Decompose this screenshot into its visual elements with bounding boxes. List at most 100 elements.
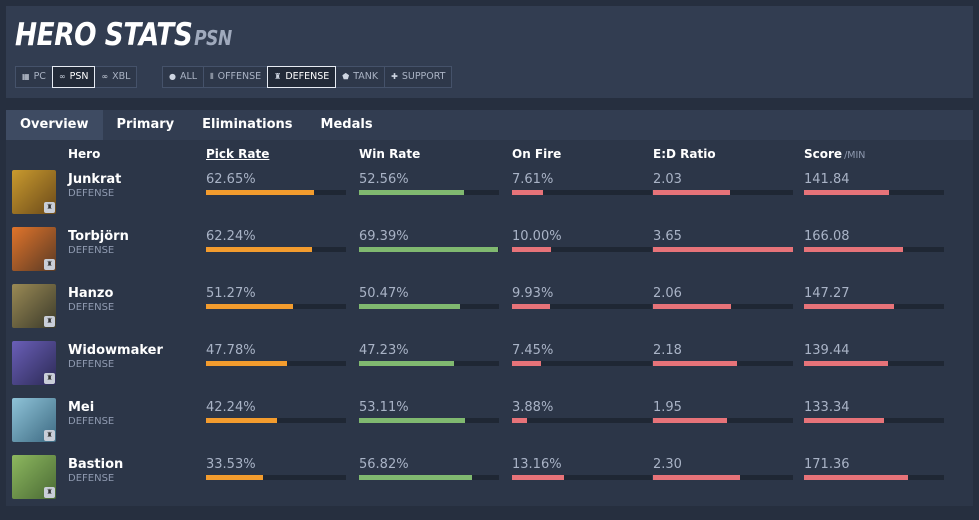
hero-name[interactable]: Junkrat (68, 172, 122, 187)
win-rate-bar-track (359, 361, 499, 366)
column-header-hero[interactable]: Hero (68, 147, 101, 161)
ed-ratio-bar-fill (653, 247, 793, 252)
table-row[interactable]: ♜ Widowmaker DEFENSE 47.78% 47.23% 7.45% 2.18 1… (6, 341, 973, 398)
pick-rate-cell: 62.65% (206, 170, 346, 210)
tab-primary[interactable]: Primary (116, 117, 175, 132)
filter-support[interactable]: ✚ SUPPORT (384, 66, 453, 88)
win-rate-value: 69.39% (359, 229, 409, 244)
filter-defense[interactable]: ♜ DEFENSE (267, 66, 337, 88)
on-fire-bar-track (512, 190, 652, 195)
filter-label: ALL (179, 71, 198, 82)
hero-name[interactable]: Bastion (68, 457, 124, 472)
filter-xbl[interactable]: ∞ XBL (94, 66, 138, 88)
win-rate-bar-fill (359, 418, 465, 423)
on-fire-cell: 3.88% (512, 398, 652, 438)
column-header-ed-ratio[interactable]: E:D Ratio (653, 147, 716, 161)
filter-psn[interactable]: ∞ PSN (51, 66, 96, 88)
table-row[interactable]: ♜ Mei DEFENSE 42.24% 53.11% 3.88% 1.95 133.34 (6, 398, 973, 455)
pick-rate-bar-track (206, 418, 346, 423)
on-fire-bar-track (512, 475, 652, 480)
ed-ratio-cell: 2.03 (653, 170, 793, 210)
on-fire-bar-track (512, 361, 652, 366)
score-cell: 141.84 (804, 170, 944, 210)
table-row[interactable]: ♜ Hanzo DEFENSE 51.27% 50.47% 9.93% 2.06 147.27 (6, 284, 973, 341)
tab-eliminations[interactable]: Eliminations (202, 117, 293, 132)
filter-all[interactable]: ● ALL (162, 66, 205, 88)
page-title-text: HERO STATS (15, 17, 193, 53)
pick-rate-bar-fill (206, 361, 287, 366)
score-bar-fill (804, 475, 908, 480)
tower-icon: ♜ (274, 72, 282, 81)
tower-icon: ♜ (44, 316, 55, 327)
win-rate-value: 56.82% (359, 457, 409, 472)
win-rate-bar-track (359, 247, 499, 252)
on-fire-cell: 7.45% (512, 341, 652, 381)
filter-offense[interactable]: ⦀ OFFENSE (203, 66, 269, 88)
ed-ratio-cell: 2.18 (653, 341, 793, 381)
pick-rate-bar-fill (206, 475, 263, 480)
win-rate-cell: 53.11% (359, 398, 499, 438)
column-header-on-fire[interactable]: On Fire (512, 147, 562, 161)
score-cell: 147.27 (804, 284, 944, 324)
hero-portrait: ♜ (12, 284, 56, 328)
pick-rate-cell: 42.24% (206, 398, 346, 438)
win-rate-bar-fill (359, 304, 460, 309)
column-header-win-rate[interactable]: Win Rate (359, 147, 421, 161)
on-fire-cell: 7.61% (512, 170, 652, 210)
hero-portrait: ♜ (12, 227, 56, 271)
ed-ratio-bar-fill (653, 190, 730, 195)
hero-role: DEFENSE (68, 473, 115, 484)
score-value: 133.34 (804, 400, 850, 415)
tab-overview[interactable]: Overview (6, 110, 103, 140)
column-header-pick-rate[interactable]: Pick Rate (206, 147, 270, 161)
pick-rate-cell: 62.24% (206, 227, 346, 267)
hero-role: DEFENSE (68, 188, 115, 199)
hero-portrait: ♜ (12, 398, 56, 442)
table-row[interactable]: ♜ Junkrat DEFENSE 62.65% 52.56% 7.61% 2.03 141.… (6, 170, 973, 227)
table-row[interactable]: ♜ Bastion DEFENSE 33.53% 56.82% 13.16% 2.30 171… (6, 455, 973, 512)
pick-rate-bar-track (206, 190, 346, 195)
tab-medals[interactable]: Medals (320, 117, 373, 132)
filter-pc[interactable]: ▦ PC (15, 66, 53, 88)
hero-role: DEFENSE (68, 245, 115, 256)
score-value: 147.27 (804, 286, 850, 301)
hero-role: DEFENSE (68, 359, 115, 370)
windows-icon: ▦ (22, 72, 30, 81)
ed-ratio-cell: 3.65 (653, 227, 793, 267)
bullets-icon: ⦀ (210, 72, 214, 81)
win-rate-bar-fill (359, 190, 464, 195)
tower-icon: ♜ (44, 430, 55, 441)
ed-ratio-value: 2.06 (653, 286, 682, 301)
pick-rate-bar-fill (206, 190, 314, 195)
on-fire-bar-fill (512, 418, 527, 423)
pick-rate-bar-track (206, 475, 346, 480)
score-cell: 166.08 (804, 227, 944, 267)
pick-rate-cell: 47.78% (206, 341, 346, 381)
score-value: 141.84 (804, 172, 850, 187)
ed-ratio-cell: 2.06 (653, 284, 793, 324)
win-rate-bar-track (359, 190, 499, 195)
ed-ratio-bar-fill (653, 475, 740, 480)
score-bar-fill (804, 361, 888, 366)
hero-name[interactable]: Widowmaker (68, 343, 163, 358)
table-row[interactable]: ♜ Torbjörn DEFENSE 62.24% 69.39% 10.00% 3.65 16… (6, 227, 973, 284)
score-cell: 139.44 (804, 341, 944, 381)
on-fire-value: 7.61% (512, 172, 554, 187)
plus-icon: ✚ (391, 72, 398, 81)
filter-label: PC (33, 71, 46, 82)
hero-portrait: ♜ (12, 341, 56, 385)
hero-name[interactable]: Mei (68, 400, 95, 415)
on-fire-cell: 10.00% (512, 227, 652, 267)
tower-icon: ♜ (44, 202, 55, 213)
shield-icon: ⬟ (342, 72, 350, 81)
column-header-score[interactable]: Score/MIN (804, 147, 865, 161)
on-fire-value: 9.93% (512, 286, 554, 301)
hero-role: DEFENSE (68, 302, 115, 313)
hero-name[interactable]: Hanzo (68, 286, 114, 301)
hero-name[interactable]: Torbjörn (68, 229, 129, 244)
win-rate-cell: 56.82% (359, 455, 499, 495)
hero-portrait: ♜ (12, 455, 56, 499)
hero-stats-table: Hero Pick Rate Win Rate On Fire E:D Rati… (6, 140, 973, 506)
tower-icon: ♜ (44, 259, 55, 270)
filter-tank[interactable]: ⬟ TANK (335, 66, 386, 88)
